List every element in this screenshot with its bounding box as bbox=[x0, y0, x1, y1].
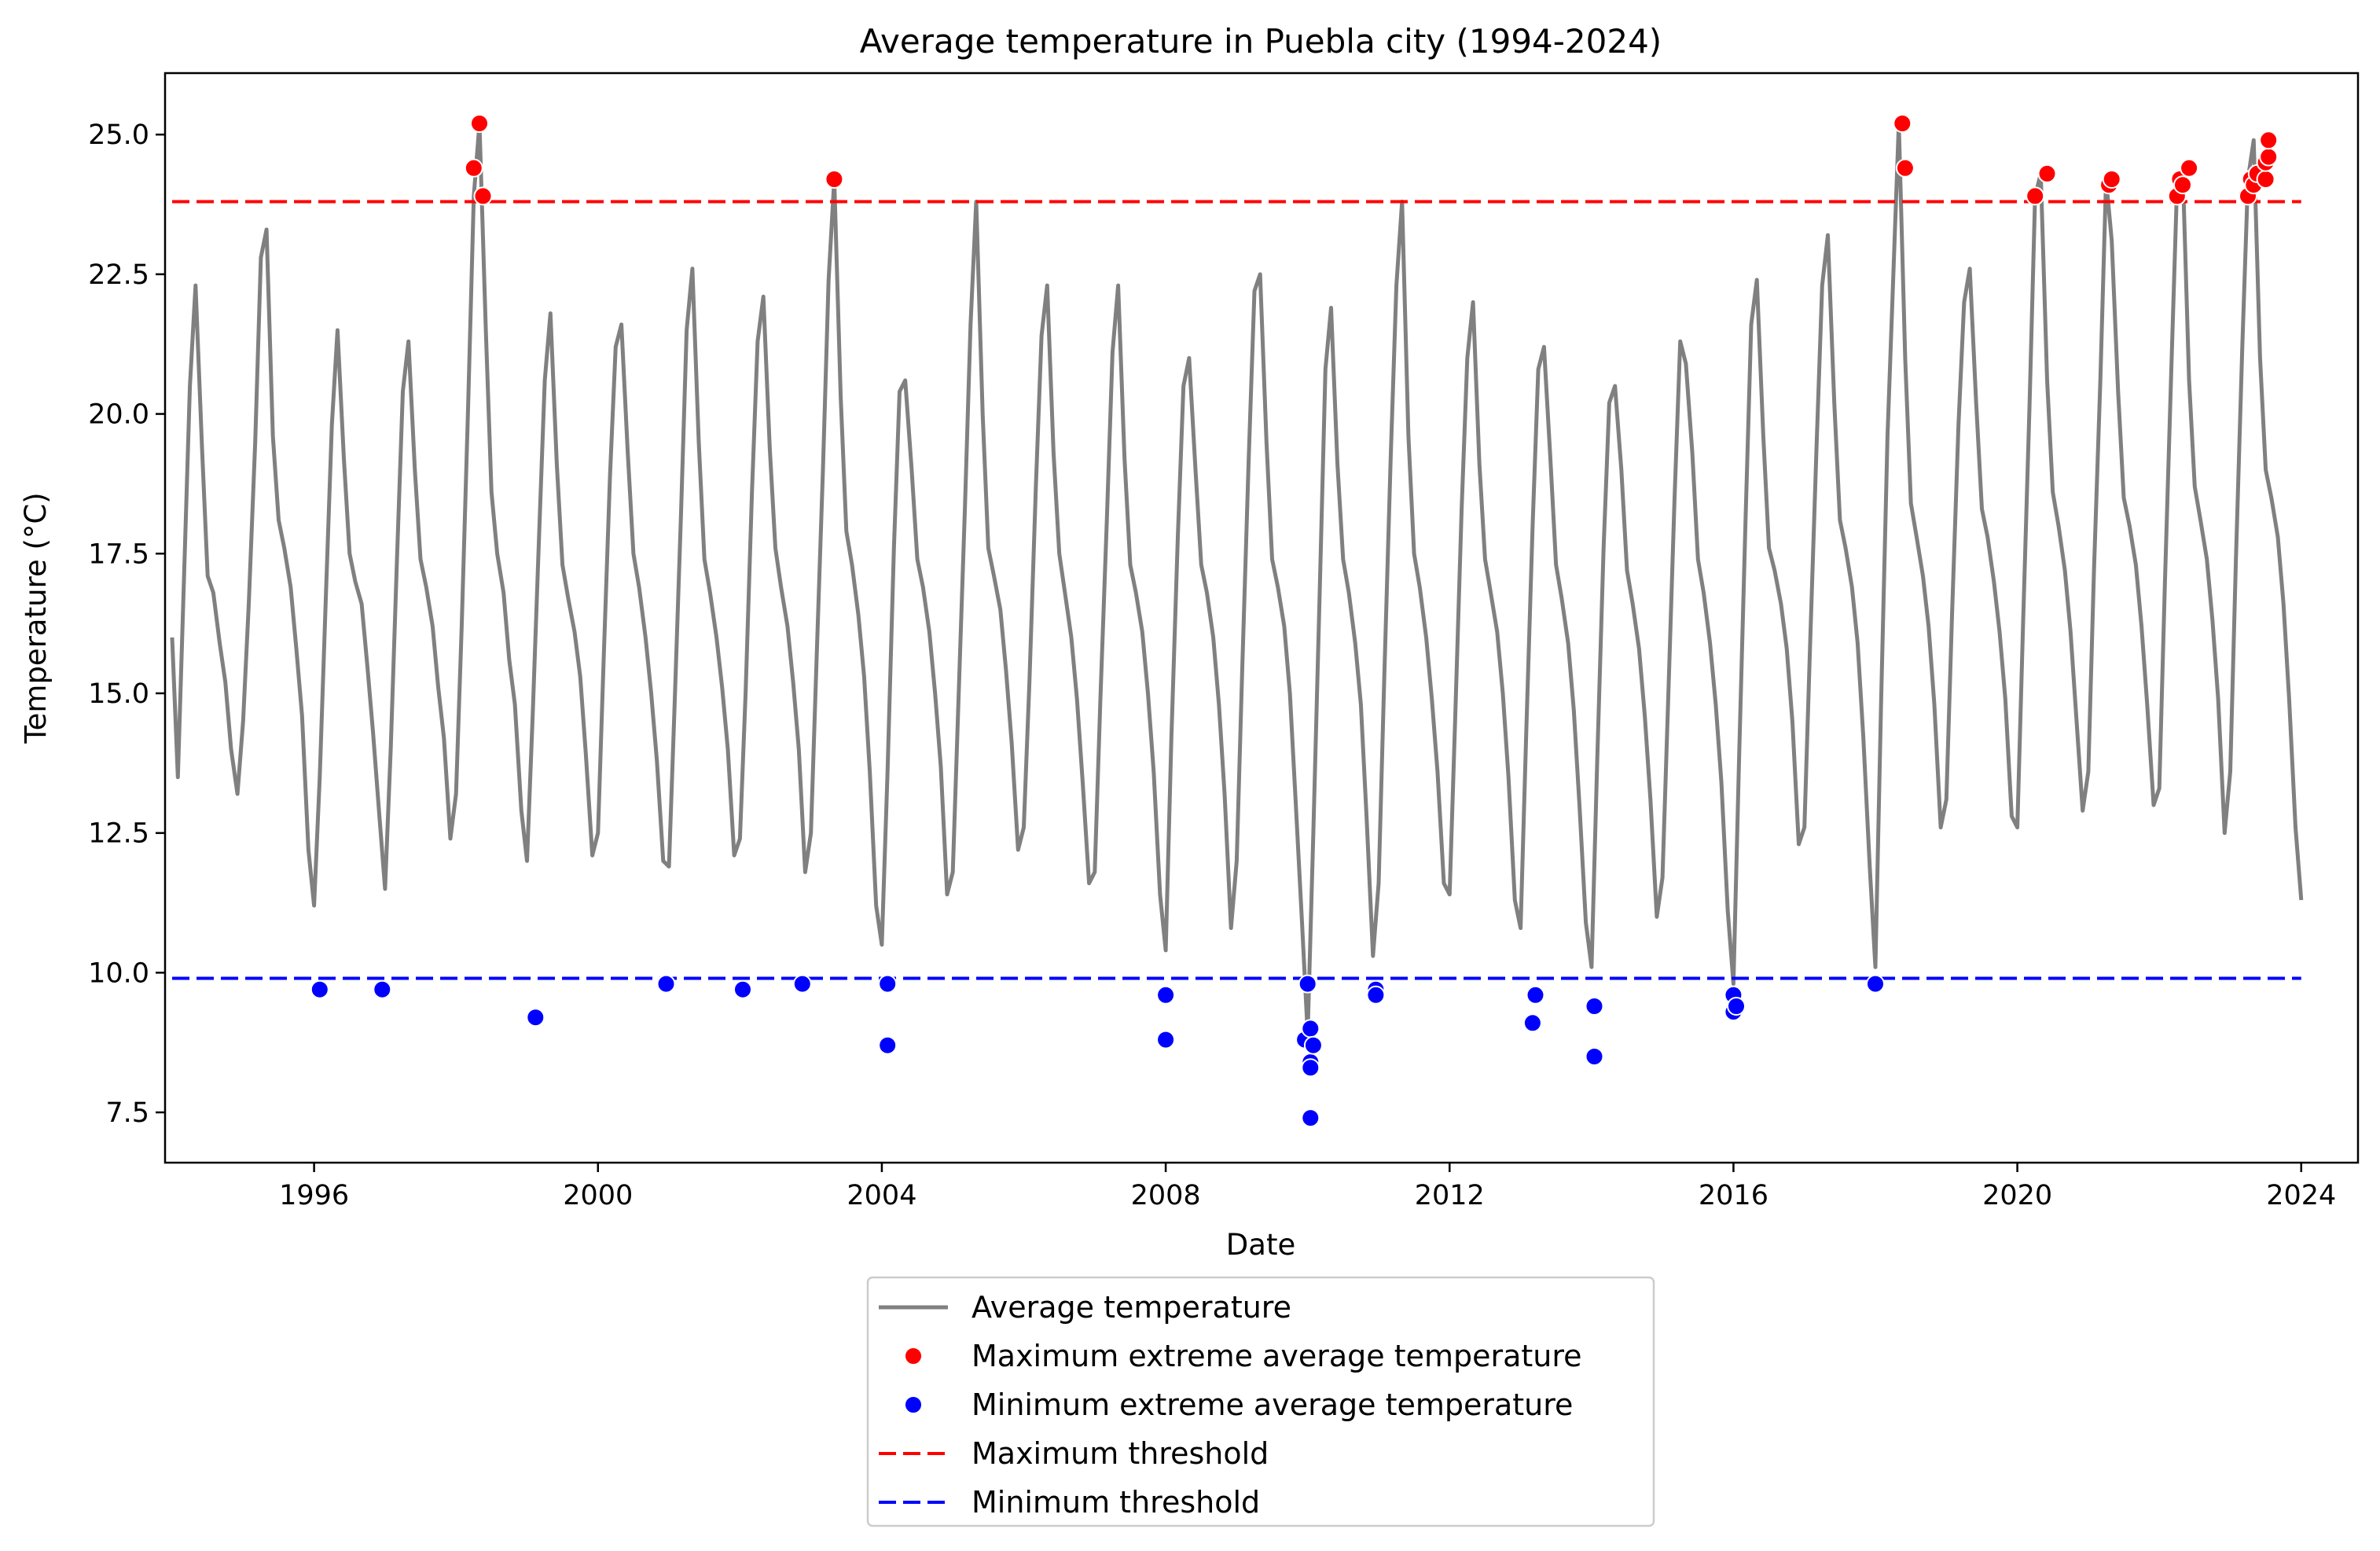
min-extreme-point bbox=[310, 979, 329, 999]
max-extreme-point bbox=[2173, 175, 2192, 195]
chart-title: Average temperature in Puebla city (1994… bbox=[860, 22, 1662, 61]
legend-box bbox=[866, 1276, 1655, 1527]
y-tick-label: 12.5 bbox=[88, 818, 149, 850]
x-tick-label: 1996 bbox=[279, 1180, 349, 1211]
x-tick-label: 2016 bbox=[1699, 1180, 1768, 1211]
x-axis-label: Date bbox=[1226, 1228, 1295, 1262]
min-extreme-point bbox=[1156, 985, 1176, 1005]
legend-label: Minimum extreme average temperature bbox=[971, 1387, 1573, 1422]
min-extreme-point bbox=[1301, 1019, 1320, 1038]
series-line-average-temperature bbox=[170, 121, 2304, 1036]
y-tick-label: 25.0 bbox=[88, 119, 149, 151]
legend: Average temperature Maximum extreme avera… bbox=[866, 1276, 1655, 1527]
max-extreme-point bbox=[2102, 170, 2121, 189]
x-tick-label: 2008 bbox=[1131, 1180, 1201, 1211]
max-extreme-point bbox=[825, 170, 844, 189]
y-tick-label: 15.0 bbox=[88, 678, 149, 710]
x-axis: 1996 2000 2004 2008 2012 2016 2020 2024 bbox=[279, 1163, 2336, 1211]
x-tick-label: 2004 bbox=[847, 1180, 916, 1211]
min-extreme-point bbox=[878, 1035, 898, 1055]
max-extreme-point bbox=[2037, 164, 2057, 183]
y-tick-label: 10.0 bbox=[88, 957, 149, 989]
min-extreme-point bbox=[373, 979, 392, 999]
y-tick-label: 17.5 bbox=[88, 538, 149, 570]
max-extreme-point bbox=[473, 186, 493, 206]
legend-item-minimum-threshold: Minimum threshold bbox=[879, 1485, 1260, 1520]
min-extreme-point bbox=[1156, 1030, 1176, 1049]
min-extreme-point bbox=[1585, 997, 1604, 1016]
min-extreme-point bbox=[1366, 985, 1386, 1005]
min-extreme-point bbox=[1526, 985, 1545, 1005]
min-extreme-point bbox=[1866, 974, 1885, 994]
min-extreme-point bbox=[656, 974, 676, 994]
min-extreme-point bbox=[1585, 1047, 1604, 1066]
max-extreme-point bbox=[2180, 158, 2199, 178]
plot-area bbox=[170, 114, 2304, 1128]
legend-item-maximum-extreme: Maximum extreme average temperature bbox=[904, 1339, 1582, 1373]
legend-item-maximum-threshold: Maximum threshold bbox=[879, 1436, 1269, 1471]
y-tick-label: 7.5 bbox=[105, 1097, 149, 1129]
max-extreme-point bbox=[470, 114, 489, 133]
x-tick-label: 2012 bbox=[1415, 1180, 1485, 1211]
legend-label: Maximum extreme average temperature bbox=[971, 1339, 1582, 1373]
min-extreme-point bbox=[1301, 1058, 1320, 1078]
max-extreme-point bbox=[2259, 130, 2279, 150]
max-extreme-point bbox=[1895, 158, 1915, 178]
min-extreme-point bbox=[1522, 1013, 1542, 1033]
legend-item-minimum-extreme: Minimum extreme average temperature bbox=[904, 1387, 1573, 1422]
min-extreme-point bbox=[792, 974, 812, 994]
x-tick-label: 2000 bbox=[563, 1180, 633, 1211]
max-extreme-point bbox=[2259, 147, 2279, 167]
min-extreme-point bbox=[526, 1008, 545, 1027]
min-extreme-point bbox=[1303, 1035, 1323, 1055]
max-extreme-point bbox=[1893, 114, 1912, 133]
min-extreme-point bbox=[733, 979, 752, 999]
max-extreme-point bbox=[2256, 170, 2275, 189]
y-tick-label: 20.0 bbox=[88, 399, 149, 431]
min-extreme-point bbox=[1727, 997, 1746, 1016]
y-axis-label: Temperature (°C) bbox=[19, 492, 53, 744]
legend-marker bbox=[904, 1395, 923, 1414]
legend-label: Maximum threshold bbox=[971, 1436, 1269, 1471]
min-extreme-point bbox=[878, 974, 898, 994]
legend-label: Minimum threshold bbox=[971, 1485, 1260, 1520]
legend-item-average-temperature: Average temperature bbox=[879, 1290, 1291, 1325]
plot-frame bbox=[163, 72, 2360, 1164]
legend-marker bbox=[904, 1347, 923, 1365]
max-extreme-point bbox=[2026, 186, 2045, 206]
max-extreme-point bbox=[464, 158, 483, 178]
y-axis: 7.5 10.0 12.5 15.0 17.5 20.0 22.5 25.0 bbox=[88, 119, 165, 1129]
x-tick-label: 2024 bbox=[2266, 1180, 2336, 1211]
legend-label: Average temperature bbox=[971, 1290, 1291, 1325]
x-tick-label: 2020 bbox=[1982, 1180, 2052, 1211]
series-layer bbox=[170, 114, 2304, 1128]
y-tick-label: 22.5 bbox=[88, 259, 149, 291]
min-extreme-point bbox=[1301, 1108, 1320, 1128]
min-extreme-point bbox=[1298, 974, 1317, 994]
